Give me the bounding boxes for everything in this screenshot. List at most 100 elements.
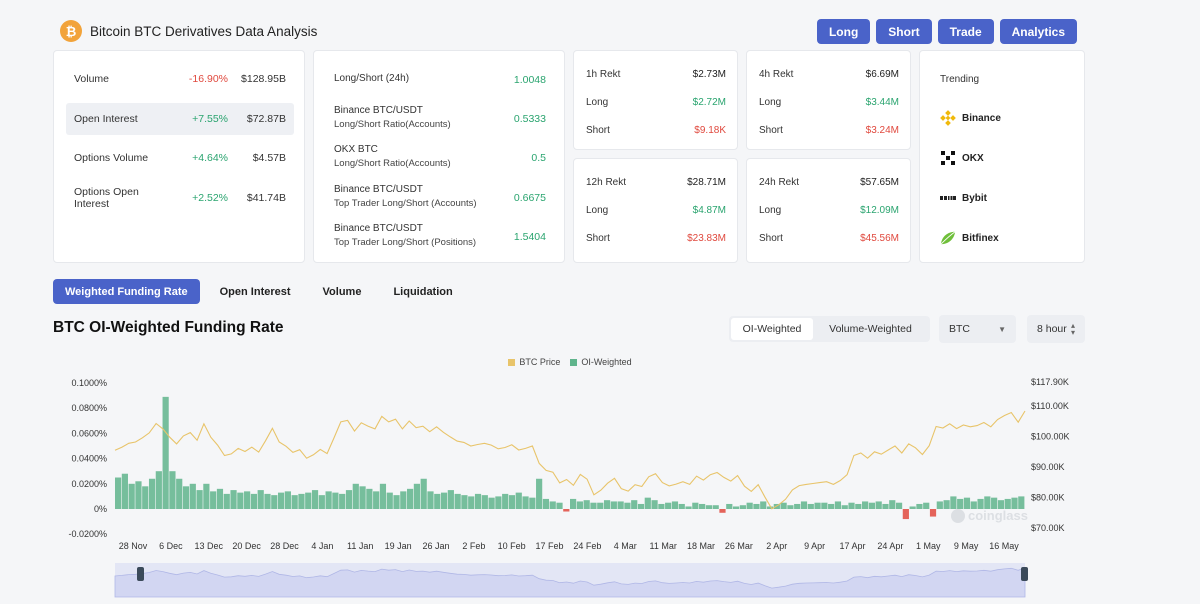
y-axis-left-tick: 0.0400% [71,454,107,464]
ratio-row[interactable]: Binance BTC/USDT Top Trader Long/Short (… [334,223,546,251]
legend-item-btc-price[interactable]: BTC Price [508,357,560,367]
funding-rate-bar [339,493,346,509]
funding-rate-bar [977,498,984,509]
funding-rate-bar [814,502,821,509]
funding-rate-bar [821,502,828,509]
funding-rate-bar [169,471,176,509]
trending-label: Binance [962,112,1001,124]
tab-liquidation[interactable]: Liquidation [393,285,453,298]
x-axis-tick: 4 Mar [614,541,637,551]
x-axis-tick: 26 Mar [725,541,753,551]
funding-rate-bar [576,501,583,509]
rekt-long-label: Long [759,205,782,216]
ratio-title: OKX BTC [334,144,378,155]
stat-row-open-interest[interactable]: Open Interest +7.55% $72.87B [66,103,294,135]
ratio-row[interactable]: Binance BTC/USDT Top Trader Long/Short (… [334,184,546,212]
ratio-row[interactable]: Binance BTC/USDT Long/Short Ratio(Accoun… [334,105,546,133]
funding-rate-bar [889,500,896,509]
funding-rate-bar [542,498,550,509]
funding-rate-bar [963,497,971,509]
funding-rate-bar [848,502,855,509]
rekt-total: $6.69M [865,69,899,80]
nav-buttons: Long Short Trade Analytics [816,19,1077,44]
funding-rate-bar [325,491,332,509]
range-navigator[interactable] [114,563,1028,598]
funding-rate-bar [841,505,848,509]
long-button[interactable]: Long [816,19,871,44]
funding-rate-bar [386,492,393,509]
funding-rate-bar [203,483,210,509]
x-axis-tick: 2 Apr [766,541,787,551]
x-axis-tick: 9 Apr [804,541,825,551]
rekt-long-value: $3.44M [865,97,899,108]
tab-volume[interactable]: Volume [322,285,362,298]
funding-rate-bar [508,495,516,509]
coin-select[interactable]: BTC ▼ [939,315,1016,343]
stat-label: Options Volume [74,152,149,164]
trending-item-okx[interactable]: OKX [940,150,984,166]
funding-rate-bar [244,491,251,509]
y-axis-left-tick: -0.0200% [68,529,107,539]
rekt-short-label: Short [759,233,783,244]
funding-rate-bar [943,500,950,509]
funding-rate-bar [502,493,509,509]
ratio-row[interactable]: Long/Short (24h) 1.0048 [334,73,546,87]
stat-change: +2.52% [192,192,228,204]
rekt-card-12h: 12h Rekt $28.71M Long $4.87M Short $23.83M [573,158,738,263]
ratio-row[interactable]: OKX BTC Long/Short Ratio(Accounts) 0.5 [334,144,546,172]
funding-rate-bar [855,503,862,509]
stat-row-options-open-interest[interactable]: Options Open Interest +2.52% $41.74B [66,182,294,214]
funding-rate-bar [997,500,1005,509]
funding-rate-bar [746,502,753,509]
coinglass-watermark: coinglass [951,508,1028,523]
funding-rate-bar [902,509,909,520]
x-axis-tick: 11 Jan [347,541,373,551]
funding-rate-bar [936,501,943,509]
funding-rate-bar [420,478,427,509]
funding-rate-bar [923,502,930,509]
oi-weighted-option[interactable]: OI-Weighted [731,318,813,340]
x-axis-tick: 19 Jan [385,541,412,551]
interval-select[interactable]: 8 hour ▴ ▾ [1027,315,1085,343]
trending-item-bybit[interactable]: Bybit [940,190,987,206]
funding-rate-bar [794,503,801,509]
rekt-title: 4h Rekt [759,69,794,80]
stat-change: +4.64% [192,152,228,164]
stat-row-options-volume[interactable]: Options Volume +4.64% $4.57B [66,142,294,174]
volume-weighted-option[interactable]: Volume-Weighted [829,323,912,335]
ratio-title: Binance BTC/USDT [334,184,423,195]
okx-icon [940,150,956,166]
funding-rate-bar [115,477,122,509]
funding-rate-bar [210,491,217,509]
tab-weighted-funding-rate[interactable]: Weighted Funding Rate [53,279,200,304]
funding-rate-bar [128,483,135,509]
market-stats-card: Volume -16.90% $128.95B Open Interest +7… [53,50,305,263]
rekt-long-label: Long [759,97,782,108]
x-axis-tick: 28 Nov [119,541,148,551]
funding-rate-bar [162,396,169,509]
funding-rate-bar [400,491,407,509]
funding-rate-bar [196,490,203,509]
rekt-long-value: $4.87M [692,205,726,216]
range-handle-right[interactable] [1021,567,1028,581]
tab-open-interest[interactable]: Open Interest [219,285,291,298]
funding-rate-bar [284,491,291,509]
legend-item-oi-weighted[interactable]: OI-Weighted [570,357,632,367]
range-handle-left[interactable] [137,567,144,581]
rekt-total: $57.65M [860,177,899,188]
funding-rate-bar [189,483,196,509]
trending-item-bitfinex[interactable]: Bitfinex [940,230,999,246]
funding-rate-bar [760,501,767,509]
analytics-button[interactable]: Analytics [999,19,1077,44]
stat-amount: $72.87B [246,113,286,125]
page-header: ₿ Bitcoin BTC Derivatives Data Analysis [60,20,317,42]
stat-row-volume[interactable]: Volume -16.90% $128.95B [66,63,294,95]
short-button[interactable]: Short [876,19,932,44]
trade-button[interactable]: Trade [937,19,994,44]
y-axis-left-tick: 0.0800% [71,403,107,413]
trending-item-binance[interactable]: Binance [940,110,1001,126]
funding-rate-bar [570,498,577,509]
y-axis-right-tick: $90.00K [1031,462,1065,472]
x-axis-tick: 9 May [954,541,979,551]
y-axis-left-tick: 0.0200% [71,479,107,489]
